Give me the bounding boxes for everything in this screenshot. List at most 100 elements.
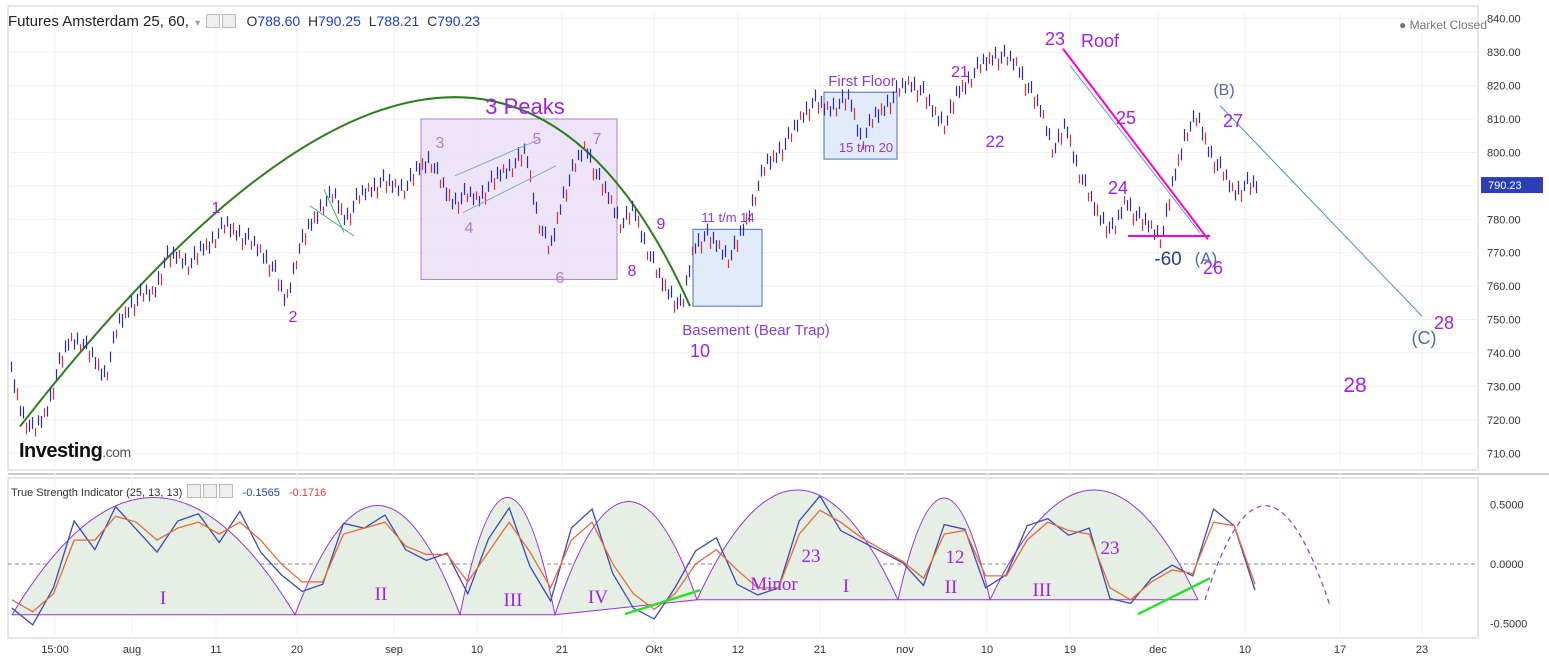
x-tick-label: 21 xyxy=(814,644,826,656)
x-tick-label: aug xyxy=(123,644,141,656)
price-annotation: 8 xyxy=(628,263,637,280)
y-tick-label: 800.00 xyxy=(1487,147,1521,159)
price-annotation: 1 xyxy=(212,200,221,217)
price-annotation: 21 xyxy=(951,64,969,81)
tsi-annotation: III xyxy=(1033,580,1052,601)
y-tick-label: 710.00 xyxy=(1487,448,1521,460)
x-tick-label: 20 xyxy=(291,644,303,656)
logo-suffix: .com xyxy=(102,444,131,460)
price-annotation: 22 xyxy=(986,132,1005,151)
tsi-annotation: II xyxy=(945,577,958,598)
price-annotation: 4 xyxy=(465,220,474,237)
x-tick-label: 12 xyxy=(732,644,744,656)
axes: 15:00 aug 11 20 sep 10 21 Okt 12 21 nov 10 19 dec 10 17… xyxy=(41,14,1543,656)
price-annotation: 5 xyxy=(533,131,542,148)
y-tick-label: 730.00 xyxy=(1487,381,1521,393)
price-annotation: 23 xyxy=(1045,29,1065,49)
tsi-cycle-arc xyxy=(294,504,461,616)
channel-4 xyxy=(462,165,557,214)
gear-icon[interactable] xyxy=(222,14,237,28)
projection-line xyxy=(1219,105,1423,317)
y-tick-label: 820.00 xyxy=(1487,81,1521,93)
x-tick-label: 17 xyxy=(1334,644,1346,656)
price-annotation: 26 xyxy=(1203,258,1223,278)
box-3-peaks xyxy=(420,118,618,280)
symbol-title: Futures Amsterdam 25, 60, xyxy=(8,13,189,30)
price-annotation: 2 xyxy=(289,309,298,326)
channel-2 xyxy=(323,188,345,233)
tsi-annotation: Minor xyxy=(750,574,798,595)
x-tick-label: 10 xyxy=(1239,644,1251,656)
price-annotation: 24 xyxy=(1108,178,1128,198)
tsi-divergence-2 xyxy=(1137,577,1211,616)
price-annotation: 15 t/m 20 xyxy=(839,140,893,155)
tsi-signal-line xyxy=(11,509,1256,613)
tsi-close-icon[interactable] xyxy=(219,484,234,498)
channel-1 xyxy=(309,205,355,237)
tsi-main-line xyxy=(11,494,1256,626)
investing-logo: Investing.com xyxy=(19,440,131,463)
tsi-cycle-arc xyxy=(696,489,899,601)
x-tick-label: dec xyxy=(1149,644,1167,656)
price-annotation: 27 xyxy=(1223,111,1243,131)
y-tick-label: 750.00 xyxy=(1487,315,1521,327)
tsi-layer xyxy=(11,489,1331,626)
price-annotation: (C) xyxy=(1412,328,1437,348)
price-annotation: -60 xyxy=(1154,249,1181,270)
tsi-tick-label: 0.0000 xyxy=(1490,559,1524,571)
tsi-cycle-arc xyxy=(11,496,296,616)
x-tick-label: 19 xyxy=(1064,644,1076,656)
tsi-projection-arc xyxy=(1204,505,1331,606)
x-tick-label: 11 xyxy=(210,644,221,656)
tsi-annotation: 23 xyxy=(802,546,821,567)
x-tick-label: 10 xyxy=(471,644,483,656)
tsi-annotation: I xyxy=(843,576,849,597)
price-annotation: 3 xyxy=(436,135,445,152)
price-annotation: 28 xyxy=(1343,374,1366,397)
tsi-annotation: 12 xyxy=(946,547,965,568)
market-status-text: Market Closed xyxy=(1409,18,1487,32)
last-price-text: 790.23 xyxy=(1488,180,1522,192)
tsi-cycle-arc xyxy=(459,497,556,616)
market-status: ● Market Closed xyxy=(1399,18,1487,32)
settings-icon[interactable] xyxy=(206,14,221,28)
y-tick-label: 770.00 xyxy=(1487,248,1521,260)
price-annotation: 7 xyxy=(593,131,602,148)
tsi-tick-label: -0.5000 xyxy=(1490,619,1527,631)
price-annotation: 9 xyxy=(657,216,666,233)
last-price-tag xyxy=(1481,177,1543,194)
tsi-gear-icon[interactable] xyxy=(203,484,218,498)
price-annotation: First Floor xyxy=(828,73,896,90)
price-annotation: 3 Peaks xyxy=(485,94,565,119)
x-tick-label: sep xyxy=(385,644,403,656)
tsi-annotation: IV xyxy=(588,587,608,608)
roof-trendline-2 xyxy=(1069,65,1201,233)
x-tick-label: nov xyxy=(896,644,914,656)
tsi-cycle-arc xyxy=(554,501,698,616)
y-tick-label: 760.00 xyxy=(1487,281,1521,293)
tsi-annotation: III xyxy=(504,590,523,611)
high-value: 790.25 xyxy=(318,13,361,29)
y-tick-label: 840.00 xyxy=(1487,14,1521,26)
box-first-floor xyxy=(823,91,898,160)
price-annotation: 28 xyxy=(1434,313,1454,333)
y-tick-label: 780.00 xyxy=(1487,214,1521,226)
tsi-tick-label: 0.5000 xyxy=(1490,499,1524,511)
x-tick-label: 10 xyxy=(981,644,993,656)
y-tick-label: 810.00 xyxy=(1487,114,1521,126)
x-tick-label: Okt xyxy=(645,644,662,656)
price-annotation: 11 t/m 14 xyxy=(701,210,754,225)
close-label: C xyxy=(427,13,438,29)
y-tick-label: 830.00 xyxy=(1487,47,1521,59)
tsi-value: -0.1565 xyxy=(242,487,280,499)
price-annotation: 10 xyxy=(690,341,710,361)
low-value: 788.21 xyxy=(376,13,420,29)
tsi-settings-icon[interactable] xyxy=(187,484,202,498)
tsi-annotation: 23 xyxy=(1101,538,1120,559)
symbol-dropdown-icon[interactable]: ▾ xyxy=(195,18,201,29)
price-annotation: Roof xyxy=(1081,31,1120,51)
price-annotation: (A) xyxy=(1195,249,1218,268)
tsi-annotation: II xyxy=(375,584,388,605)
